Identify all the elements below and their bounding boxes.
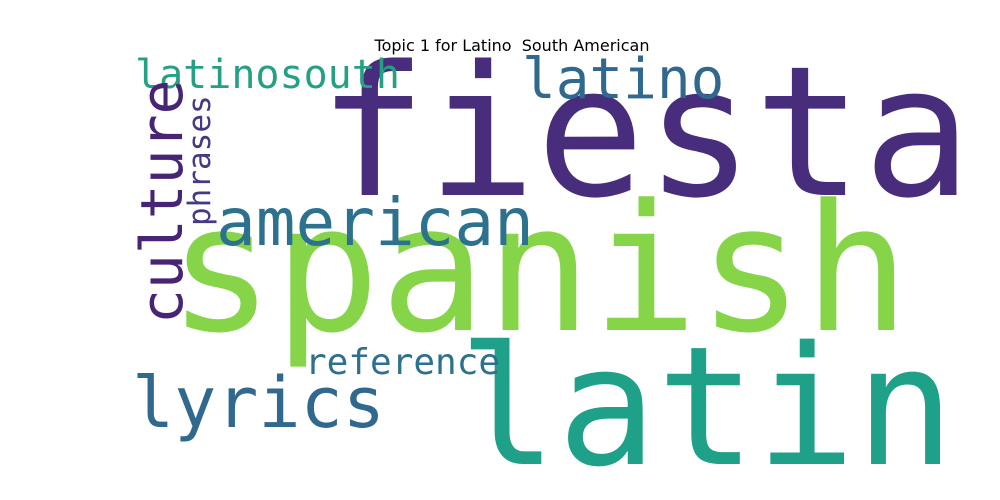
word-lyrics: lyrics xyxy=(132,362,385,444)
word-latin: latin xyxy=(458,311,955,500)
word-latinosouth: latinosouth xyxy=(135,52,400,98)
word-spanish: spanish xyxy=(168,167,910,372)
chart-title: Topic 1 for Latino South American xyxy=(374,36,650,55)
word-fiesta: fiesta xyxy=(318,27,972,238)
word-reference: reference xyxy=(305,342,501,383)
word-phrases: phrases xyxy=(182,95,218,226)
word-american: american xyxy=(216,184,534,261)
word-latino: latino xyxy=(522,47,725,112)
